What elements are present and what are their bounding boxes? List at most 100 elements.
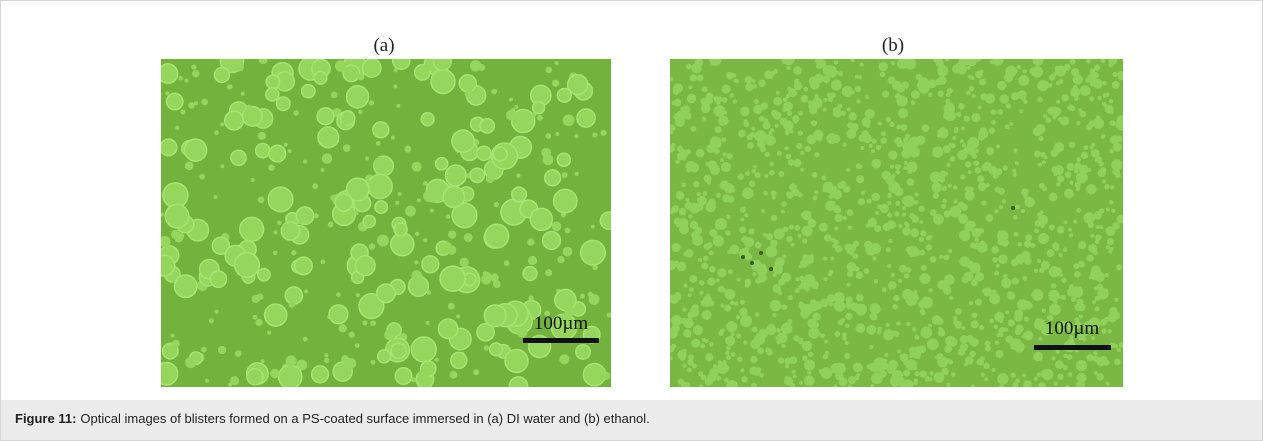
blister xyxy=(802,355,808,361)
blister xyxy=(669,356,673,360)
blister xyxy=(949,143,953,147)
blister xyxy=(702,338,706,342)
blister xyxy=(985,214,993,222)
blister xyxy=(951,372,956,377)
blister xyxy=(1021,209,1025,213)
blister xyxy=(447,62,451,66)
blister xyxy=(888,360,898,370)
blister xyxy=(992,257,998,263)
blister xyxy=(1013,173,1017,177)
blister xyxy=(258,268,270,280)
blister xyxy=(726,215,730,219)
blister xyxy=(965,190,975,200)
blister xyxy=(428,192,439,203)
blister xyxy=(984,377,988,381)
blister xyxy=(1086,59,1091,64)
blister xyxy=(201,99,208,106)
scale-bar xyxy=(523,338,599,343)
blister xyxy=(837,182,844,189)
blister xyxy=(720,181,729,190)
blister xyxy=(856,175,864,183)
blister xyxy=(771,190,777,196)
blister xyxy=(1108,313,1117,322)
blister xyxy=(683,251,689,257)
blister xyxy=(848,112,856,120)
blister xyxy=(1001,278,1011,288)
blister xyxy=(591,225,595,229)
blister xyxy=(855,86,862,93)
blister xyxy=(1003,165,1008,170)
blister xyxy=(781,201,786,206)
blister xyxy=(730,93,735,98)
blister xyxy=(875,363,879,367)
blister xyxy=(1101,328,1106,333)
blister xyxy=(154,255,175,276)
blister xyxy=(346,86,368,108)
blister xyxy=(993,294,997,298)
blister xyxy=(580,294,585,299)
blister xyxy=(1022,69,1026,73)
blister xyxy=(686,64,692,70)
figure: (a) (b) 100µm 100µm Figure 11:Optical im… xyxy=(0,0,1263,441)
blister xyxy=(740,217,744,221)
blister xyxy=(799,338,803,342)
blister xyxy=(860,62,864,66)
blister xyxy=(369,100,374,105)
blister xyxy=(807,371,811,375)
blister xyxy=(491,89,497,95)
blister xyxy=(937,318,944,325)
blister xyxy=(838,71,843,76)
blister xyxy=(273,251,277,255)
blister xyxy=(749,228,755,234)
blister xyxy=(880,137,887,144)
blister xyxy=(888,281,896,289)
blister xyxy=(834,214,842,222)
blister xyxy=(805,287,809,291)
blister xyxy=(354,211,358,215)
blister xyxy=(690,126,696,132)
blister xyxy=(909,200,914,205)
blister xyxy=(812,172,818,178)
blister xyxy=(1039,268,1044,273)
blister xyxy=(727,196,734,203)
blister xyxy=(675,160,679,164)
blister xyxy=(701,103,711,113)
blister xyxy=(888,194,892,198)
blister xyxy=(377,235,389,247)
figure-images: (a) (b) 100µm 100µm xyxy=(1,1,1262,401)
blister xyxy=(318,127,339,148)
blister xyxy=(669,125,676,132)
blister xyxy=(477,146,491,160)
blister xyxy=(1094,65,1100,71)
blister xyxy=(1036,124,1046,134)
blister xyxy=(989,318,994,323)
blister xyxy=(761,209,765,213)
blister xyxy=(884,353,888,357)
blister xyxy=(1037,259,1041,263)
blister xyxy=(552,222,562,232)
blister xyxy=(1059,176,1063,180)
blister xyxy=(214,68,229,83)
blister xyxy=(720,158,724,162)
blister xyxy=(322,153,333,164)
blister xyxy=(789,356,797,364)
blister xyxy=(555,289,576,310)
blister xyxy=(303,160,307,164)
blister xyxy=(555,132,559,136)
blister xyxy=(973,160,979,166)
blister xyxy=(1037,212,1041,216)
blister xyxy=(681,182,686,187)
blister xyxy=(304,289,308,293)
blister xyxy=(900,353,909,362)
blister xyxy=(896,321,901,326)
blister xyxy=(1078,304,1085,311)
blister xyxy=(288,149,292,153)
blister xyxy=(1035,220,1042,227)
blister xyxy=(1090,234,1094,238)
blister xyxy=(863,268,869,274)
blister xyxy=(906,322,910,326)
blister xyxy=(718,331,723,336)
blister xyxy=(754,99,759,104)
blister xyxy=(365,220,371,226)
blister xyxy=(781,344,785,348)
